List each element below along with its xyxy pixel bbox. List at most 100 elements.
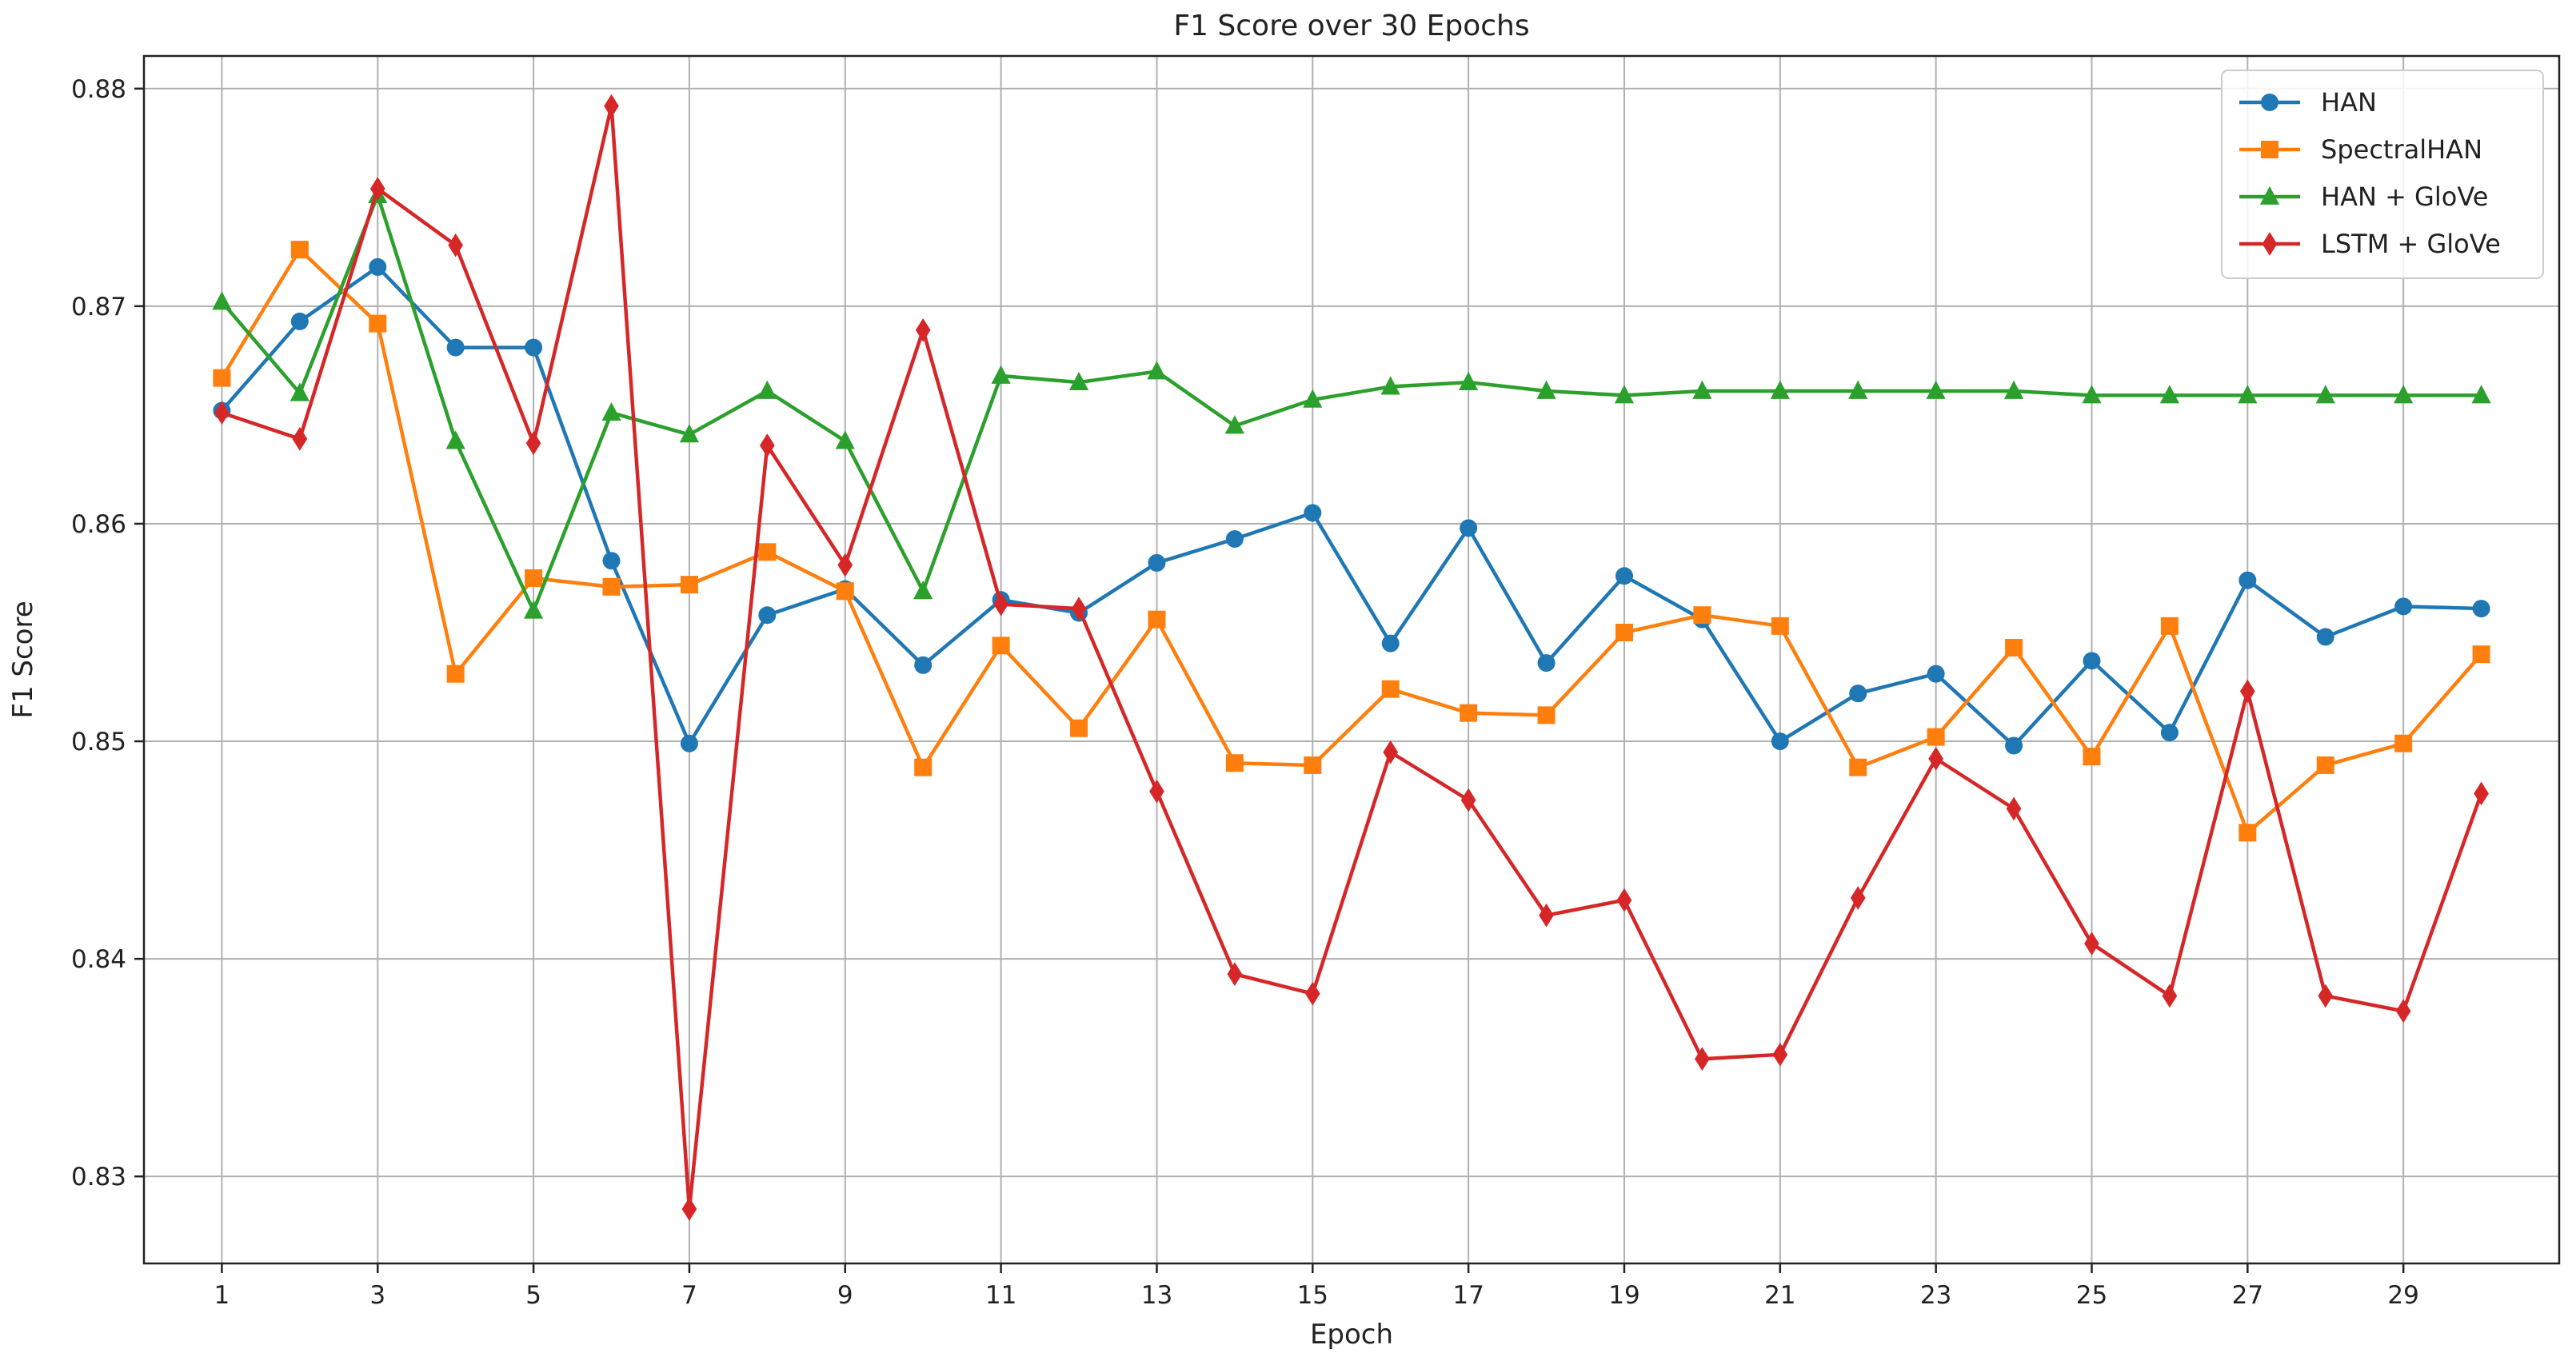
data-point-han-glove — [2003, 380, 2024, 399]
data-point-han-glove — [1692, 380, 1712, 399]
data-point-lstm-glove — [1383, 740, 1399, 764]
data-point-spectralhan — [1615, 623, 1633, 641]
data-point-spectralhan — [1381, 680, 1400, 698]
x-tick-label: 9 — [837, 1281, 853, 1310]
data-point-lstm-glove — [292, 426, 308, 451]
data-point-spectralhan — [992, 637, 1010, 655]
data-point-spectralhan — [1849, 758, 1867, 776]
data-point-lstm-glove — [1695, 1047, 1710, 1072]
data-point-han — [1537, 654, 1556, 673]
legend-item-han: HAN — [2239, 87, 2377, 118]
data-point-han — [2160, 724, 2179, 742]
data-point-han — [2239, 571, 2257, 589]
legend-swatch-marker — [2259, 186, 2280, 205]
x-tick-label: 5 — [525, 1281, 541, 1310]
data-point-han-glove — [1459, 371, 1479, 391]
data-point-han — [2083, 652, 2101, 670]
series-line-lstm-glove — [221, 104, 2483, 1211]
data-point-han — [2394, 597, 2413, 616]
data-point-lstm-glove — [1928, 746, 1943, 771]
data-point-han — [369, 257, 387, 276]
data-point-spectralhan — [1225, 754, 1244, 772]
data-point-spectralhan — [369, 314, 387, 333]
data-point-lstm-glove — [2318, 984, 2334, 1008]
legend-item-lstm-glove: LSTM + GloVe — [2239, 229, 2501, 259]
data-point-lstm-glove — [993, 592, 1008, 617]
data-point-lstm-glove — [604, 94, 619, 118]
data-point-han — [1304, 504, 1322, 522]
data-point-han-glove — [2315, 385, 2335, 404]
data-point-han-glove — [835, 430, 855, 449]
data-point-han-glove — [1380, 376, 1400, 395]
series-lstm-glove — [214, 94, 2489, 1221]
data-point-lstm-glove — [1304, 981, 1320, 1006]
data-point-han — [1927, 665, 1945, 683]
legend-item-spectralhan: SpectralHAN — [2239, 134, 2482, 165]
data-point-han-glove — [1770, 380, 1790, 399]
data-point-spectralhan — [1460, 704, 1478, 722]
data-point-spectralhan — [2083, 748, 2101, 766]
legend: HAN SpectralHAN HAN + GloVe LSTM + GloVe — [2221, 70, 2544, 279]
data-point-han — [1148, 553, 1166, 572]
data-point-spectralhan — [758, 543, 777, 561]
y-tick-label: 0.85 — [71, 728, 126, 756]
x-tick-label: 3 — [369, 1281, 385, 1310]
legend-label: HAN + GloVe — [2321, 182, 2488, 212]
series-han-glove — [212, 184, 2491, 619]
data-point-spectralhan — [1927, 728, 1945, 746]
data-point-han-glove — [290, 382, 310, 401]
data-point-spectralhan — [2005, 639, 2023, 657]
x-tick-label: 13 — [1141, 1281, 1172, 1310]
data-point-han — [680, 734, 698, 752]
data-point-lstm-glove — [2395, 999, 2411, 1024]
data-point-spectralhan — [446, 665, 465, 683]
data-point-han-glove — [523, 600, 544, 619]
data-point-spectralhan — [1771, 617, 1789, 635]
legend-box — [2221, 70, 2544, 279]
data-point-lstm-glove — [1539, 903, 1554, 928]
series-line-spectralhan — [220, 247, 2483, 835]
y-tick-label: 0.86 — [71, 510, 126, 539]
data-point-spectralhan — [602, 577, 621, 596]
x-axis-label: Epoch — [1310, 1319, 1393, 1351]
series-spectralhan — [213, 241, 2490, 842]
x-tick-label: 19 — [1608, 1281, 1639, 1310]
data-point-han-glove — [212, 291, 232, 310]
data-point-han-glove — [1303, 389, 1323, 408]
data-point-spectralhan — [1070, 719, 1088, 737]
data-point-lstm-glove — [2084, 932, 2099, 956]
data-point-han-glove — [679, 424, 700, 443]
data-point-han-glove — [445, 430, 465, 449]
data-point-han — [1771, 732, 1789, 751]
data-point-han — [602, 552, 621, 570]
y-tick-label: 0.87 — [71, 293, 126, 321]
data-point-han — [525, 338, 543, 357]
data-point-lstm-glove — [2474, 781, 2489, 806]
data-point-spectralhan — [2316, 756, 2334, 774]
data-point-han-glove — [2082, 385, 2102, 404]
data-point-han — [2472, 600, 2490, 618]
data-point-spectralhan — [2160, 617, 2179, 635]
data-point-spectralhan — [2394, 734, 2413, 752]
legend-label: LSTM + GloVe — [2321, 229, 2501, 259]
data-point-lstm-glove — [214, 401, 230, 425]
data-point-han-glove — [1614, 385, 1635, 404]
data-point-han-glove — [2238, 385, 2258, 404]
data-point-han — [914, 656, 933, 674]
data-point-spectralhan — [2472, 645, 2490, 664]
series-line-han — [220, 265, 2482, 748]
series-layer — [212, 94, 2491, 1221]
data-point-han-glove — [1926, 380, 1946, 399]
data-point-han — [290, 312, 309, 330]
data-point-han — [1381, 634, 1400, 653]
data-point-lstm-glove — [1616, 888, 1632, 912]
data-point-han-glove — [1068, 371, 1089, 391]
y-tick-label: 0.88 — [71, 75, 126, 104]
chart-title: F1 Score over 30 Epochs — [1173, 10, 1529, 42]
series-line-han-glove — [220, 193, 2482, 613]
x-tick-label: 15 — [1297, 1281, 1328, 1310]
data-point-han-glove — [757, 380, 777, 399]
data-point-han — [446, 338, 465, 357]
